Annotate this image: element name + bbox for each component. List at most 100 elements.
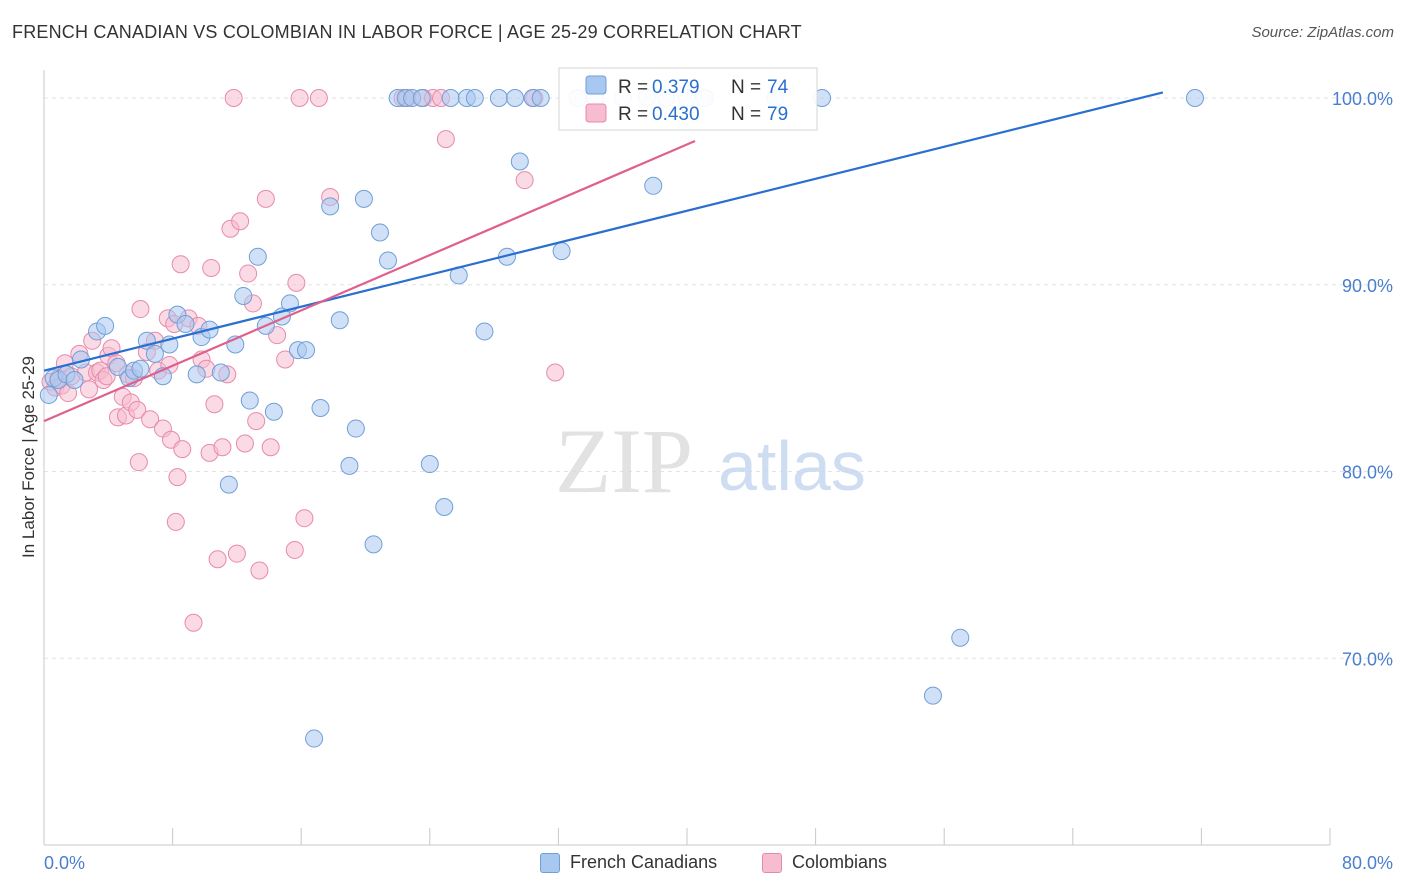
french-canadians-point-41 [370,223,389,242]
colombians-point-38 [171,255,190,274]
colombians-point-24 [128,400,147,419]
legend-r-value-blue: 0.379 [652,77,700,98]
french-canadians-point-26 [248,247,267,266]
legend-r-label-pink: R = [618,104,648,125]
colombians-trend-line [43,139,696,423]
french-canadians-point-21 [211,363,230,382]
y-tick-label-100: 100.0% [1332,89,1393,109]
french-canadians-point-48 [435,497,454,516]
x-tick-label-max: 80.0% [1342,853,1393,873]
legend-item-french-canadians[interactable]: French Canadians [540,852,717,873]
french-canadians-point-60 [552,242,571,261]
french-canadians-point-32 [297,341,316,360]
y-tick-labels: 70.0% 80.0% 90.0% 100.0% [1332,89,1393,669]
french-canadians-point-52 [465,89,484,108]
colombians-point-36 [166,512,185,531]
colombians-point-39 [173,440,192,459]
french-canadians-point-18 [187,365,206,384]
legend-label-colombians: Colombians [792,852,888,872]
french-canadians-point-17 [176,314,195,333]
colombians-point-52 [224,89,243,108]
french-canadians-point-35 [321,197,340,216]
colombians-point-66 [290,89,309,108]
legend-top: R = 0.379 N = 74 R = 0.430 N = 79 [558,67,818,131]
legend-n-label-pink: N = [731,104,761,125]
legend-n-label-blue: N = [731,77,761,98]
french-canadians-point-34 [311,399,330,418]
colombians-point-28 [141,410,160,429]
french-canadians-point-37 [340,456,359,475]
colombians-point-75 [436,130,455,149]
colombians-point-55 [235,434,254,453]
french-canadians-point-4 [65,371,84,389]
french-canadians-point-25 [240,391,259,410]
watermark-zip: ZIP [555,410,693,512]
french-canadians-point-49 [441,89,460,108]
french-canadians-point-59 [531,89,550,108]
colombians-point-48 [208,550,227,569]
legend-swatch-blue [585,75,607,95]
colombians-point-60 [256,189,275,208]
colombians-point-64 [285,540,304,559]
trend-lines [43,91,1164,423]
chart-title: FRENCH CANADIAN VS COLOMBIAN IN LABOR FO… [12,22,802,42]
french-canadians-point-13 [145,344,164,363]
legend-label-french-canadians: French Canadians [570,852,718,872]
colombians-point-59 [250,561,269,580]
french-canadians-point-38 [346,419,365,438]
colombians-point-61 [261,438,280,457]
colombians-point-46 [202,258,221,277]
colombians-point-54 [231,212,250,231]
colombians-point-78 [546,363,565,382]
colombians-point-49 [213,438,232,457]
legend-r-value-pink: 0.430 [652,104,700,125]
colombians-point-25 [129,453,148,472]
legend-swatch-pink [585,103,607,123]
colombians-point-76 [515,171,534,190]
french-canadians-point-39 [354,189,373,208]
french-canadians-point-42 [379,251,398,270]
french-canadians-point-0 [39,385,58,404]
french-canadians-point-54 [489,89,508,108]
french-canadians-point-71 [923,686,942,705]
colombians-point-47 [205,395,224,414]
y-tick-label-80: 80.0% [1342,463,1393,483]
french-canadians-point-24 [234,286,253,305]
french-canadians-point-47 [420,455,439,474]
french-canadians-point-53 [475,322,494,341]
colombians-point-65 [287,273,306,292]
legend-n-value-pink: 79 [767,104,788,125]
french-canadians-point-46 [412,89,431,108]
french-canadians-point-65 [644,176,663,195]
french-canadians-point-33 [305,729,324,748]
colombians-point-56 [239,264,258,283]
y-tick-label-90: 90.0% [1342,276,1393,296]
colombians-point-41 [184,613,203,632]
colombians-point-58 [247,412,266,431]
colombians-point-9 [80,380,99,399]
colombians-point-53 [227,544,246,563]
colombians-point-26 [131,300,150,319]
x-tick-label-min: 0.0% [44,853,85,873]
watermark-atlas: atlas [718,427,866,505]
legend-n-value-blue: 74 [767,77,789,98]
colombians-point-63 [276,350,295,369]
french-canadians-point-28 [264,402,283,421]
legend-item-colombians[interactable]: Colombians [762,852,887,873]
colombians-point-67 [295,509,314,528]
colombians-point-37 [168,468,187,487]
french-canadians-point-40 [364,535,383,554]
colombians-point-68 [309,89,328,108]
french-canadians-point-73 [1185,89,1204,108]
french-canadians-point-7 [96,316,115,335]
y-tick-label-70: 70.0% [1342,649,1393,669]
french-canadians-point-22 [219,475,238,494]
y-axis-label: In Labor Force | Age 25-29 [19,356,38,558]
french-canadians-point-57 [510,152,529,171]
french-canadians-point-56 [505,89,524,108]
legend-swatch-french-canadians [540,852,560,873]
french-canadians-points [39,89,1204,748]
french-canadians-point-36 [330,311,349,330]
grid-layer [44,97,1393,659]
